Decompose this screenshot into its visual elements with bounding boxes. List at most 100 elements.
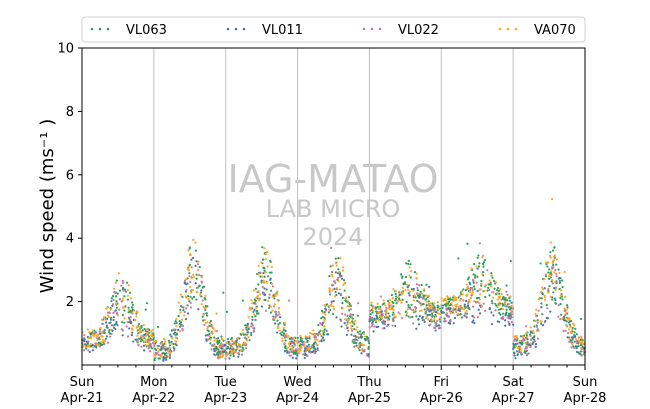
data-point [309,332,312,335]
data-point [98,345,102,348]
data-point [206,314,209,317]
data-point [268,306,271,310]
data-point [273,297,276,300]
data-point [222,291,225,294]
data-point [526,338,529,341]
data-point [386,299,390,303]
data-point [561,285,564,289]
data-point [407,259,410,262]
data-point [339,274,342,277]
data-point [464,312,467,315]
data-point [316,349,320,352]
data-point [88,350,91,354]
data-point [457,305,460,309]
data-point [110,332,113,336]
data-point [317,323,320,327]
data-point [360,333,363,336]
data-point [121,299,124,302]
data-point [367,345,370,349]
data-point [555,258,559,261]
data-point [421,315,425,318]
data-point [126,298,130,301]
data-point [321,315,324,319]
data-point [219,352,222,355]
y-tick-label: 6 [66,168,74,183]
data-point [362,332,366,335]
data-point [87,340,90,343]
data-point [473,321,476,325]
data-point [549,295,552,298]
x-tick-label-date: Apr-22 [132,391,175,406]
data-point [262,266,266,270]
data-point [102,316,106,319]
data-point [218,345,221,348]
data-point [330,270,334,273]
data-point [221,337,224,340]
data-point [208,321,212,324]
watermark-line-1: IAG-MATAO [227,157,438,201]
data-point [130,297,133,300]
data-point [504,324,507,327]
data-point [396,299,399,303]
legend-marker [90,27,94,31]
data-point [515,336,518,339]
data-point [418,314,421,318]
data-point [519,351,522,354]
data-point [335,264,338,267]
data-point [439,317,442,320]
data-point [83,334,86,337]
data-point [219,342,222,346]
data-point [201,315,204,318]
data-point [480,282,483,285]
data-point [115,320,118,324]
x-tick-label-day: Tue [214,375,237,390]
data-point [293,336,296,340]
data-point [449,307,452,310]
data-point [371,323,374,326]
data-point [162,359,165,362]
data-point [233,341,236,344]
data-point [338,275,342,278]
data-point [423,308,426,311]
data-point [425,300,428,303]
data-point [455,310,458,314]
data-point [343,279,346,282]
data-point [150,330,153,333]
data-point [392,316,395,319]
data-point [434,329,437,332]
data-point [434,326,437,330]
data-point [372,309,375,313]
data-point [218,355,221,358]
data-point [168,341,171,344]
data-point [572,346,576,349]
data-point [505,284,508,287]
data-point [212,327,215,330]
data-point [472,273,475,276]
data-point [160,355,163,358]
data-point [446,304,450,307]
data-point [195,273,198,276]
data-point [483,309,487,312]
data-point [359,335,363,338]
data-point [188,300,191,303]
data-point [344,313,347,316]
data-point [206,325,209,329]
data-point [507,320,510,324]
data-point [433,318,436,321]
data-point [534,319,537,323]
data-point [547,290,550,293]
data-point [468,298,471,302]
data-point [540,322,543,325]
data-point [126,294,129,297]
data-point [550,266,553,269]
data-point [377,311,380,314]
data-point [182,309,185,312]
data-point [154,351,157,355]
data-point [349,313,353,316]
data-point [257,273,260,276]
data-point [459,297,463,300]
data-point [140,334,143,337]
data-point [197,308,200,311]
data-point [553,271,556,274]
data-point [261,275,264,278]
